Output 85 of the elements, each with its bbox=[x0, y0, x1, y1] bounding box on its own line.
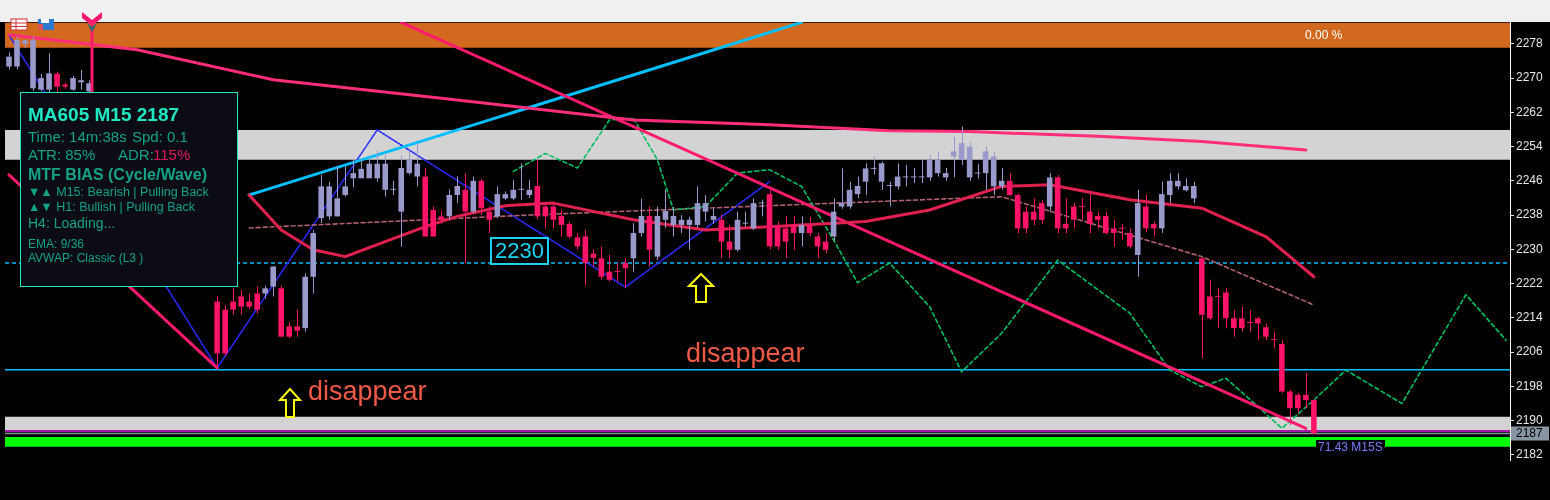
candlestick bbox=[1207, 279, 1213, 321]
candlestick bbox=[406, 150, 413, 176]
annotation: MTF BIAS (Cycle/Wave) bbox=[28, 166, 207, 183]
candlestick bbox=[238, 289, 244, 316]
candlestick bbox=[958, 125, 965, 166]
candlestick bbox=[862, 162, 869, 196]
candlestick bbox=[390, 180, 397, 196]
candlestick bbox=[1078, 197, 1085, 221]
y-tick-label: 2254 bbox=[1516, 138, 1544, 153]
candlestick bbox=[1215, 287, 1221, 329]
candlestick bbox=[598, 245, 605, 281]
candlestick bbox=[1070, 202, 1077, 229]
candlestick bbox=[1126, 227, 1133, 249]
candlestick bbox=[838, 167, 845, 210]
candlestick bbox=[334, 165, 341, 217]
candlestick bbox=[374, 150, 381, 183]
candlestick bbox=[718, 214, 725, 259]
y-tick-label: 2246 bbox=[1516, 173, 1544, 188]
candlestick bbox=[878, 161, 885, 191]
candlestick bbox=[1303, 372, 1309, 409]
candlestick bbox=[1038, 199, 1045, 225]
candlestick bbox=[230, 287, 236, 316]
candlestick bbox=[414, 142, 421, 187]
candlestick bbox=[662, 188, 669, 229]
annotation: 115% bbox=[153, 146, 191, 163]
y-tick-label: 2278 bbox=[1516, 36, 1544, 51]
annotation: ▲▼ H1: Bullish | Pulling Back bbox=[28, 200, 195, 214]
y-tick-label: 2262 bbox=[1516, 104, 1544, 119]
candlestick bbox=[78, 69, 84, 91]
candlestick bbox=[294, 309, 300, 338]
annotation: Time: 14m:38s bbox=[28, 128, 127, 145]
candlestick bbox=[54, 71, 60, 94]
candlestick bbox=[782, 215, 789, 259]
candlestick bbox=[846, 181, 853, 210]
candlestick bbox=[1255, 316, 1261, 341]
candlestick bbox=[270, 265, 276, 297]
ref-line-label: 2187 bbox=[1516, 425, 1544, 440]
annotation: 2230 bbox=[490, 237, 549, 265]
annotation: AVWAP: Classic (L3 ) bbox=[28, 251, 144, 265]
candlestick bbox=[446, 188, 453, 221]
annotation: ▼▲ M15: Bearish | Pulling Back bbox=[28, 185, 209, 199]
candlestick bbox=[1086, 192, 1093, 234]
candlestick bbox=[1062, 197, 1069, 234]
candlestick bbox=[1295, 392, 1301, 414]
candlestick bbox=[342, 165, 349, 198]
y-tick-label: 2198 bbox=[1516, 378, 1544, 393]
candlestick bbox=[46, 52, 52, 94]
annotation: MA605 M15 2187 bbox=[28, 104, 180, 125]
candlestick bbox=[1142, 194, 1149, 233]
candlestick bbox=[1102, 211, 1109, 235]
y-tick-label: 2238 bbox=[1516, 207, 1544, 222]
candlestick bbox=[1118, 223, 1125, 241]
annotation: EMA: 9/36 bbox=[28, 237, 85, 251]
candlestick bbox=[454, 176, 461, 204]
annotation: 71.43 M15S bbox=[1316, 440, 1385, 454]
candlestick bbox=[982, 146, 989, 191]
candlestick bbox=[462, 172, 469, 264]
annotation: disappear bbox=[686, 338, 805, 368]
annotation: ADR: bbox=[118, 146, 154, 163]
candlestick bbox=[1190, 181, 1197, 204]
candlestick bbox=[1239, 306, 1245, 333]
y-tick-label: 2270 bbox=[1516, 70, 1544, 85]
candlestick bbox=[1110, 219, 1117, 247]
candlestick bbox=[350, 158, 357, 188]
candlestick bbox=[1231, 309, 1237, 338]
candlestick bbox=[558, 209, 565, 237]
y-tick-label: 2182 bbox=[1516, 447, 1544, 462]
y-tick-label: 2230 bbox=[1516, 241, 1544, 256]
annotation: H4: Loading... bbox=[28, 215, 116, 231]
annotation: disappear bbox=[308, 376, 427, 406]
candlestick bbox=[702, 194, 709, 223]
candlestick bbox=[254, 286, 260, 315]
candlestick bbox=[1287, 389, 1293, 426]
line-series bbox=[248, 195, 1315, 306]
y-tick-label: 2222 bbox=[1516, 275, 1544, 290]
y-tick-label: 2214 bbox=[1516, 310, 1544, 325]
y-tick-label: 2206 bbox=[1516, 344, 1544, 359]
candlestick bbox=[1166, 172, 1173, 204]
annotation: Spd: 0.1 bbox=[132, 128, 188, 145]
band-label: 0.00 % bbox=[1305, 27, 1343, 42]
candlestick bbox=[694, 185, 701, 229]
y-tick-label: 2190 bbox=[1516, 412, 1544, 427]
candlestick bbox=[670, 206, 677, 237]
annotation: ATR: 85% bbox=[28, 146, 96, 163]
candlestick bbox=[1247, 309, 1253, 333]
